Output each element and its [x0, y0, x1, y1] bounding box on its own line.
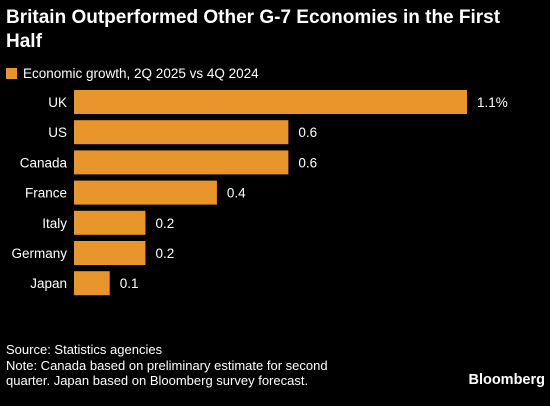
bar-chart: UK 1.1% US 0.6 Canada 0.6 France 0.4 Italy 0.2 Ger… [11, 90, 508, 296]
value-label: 0.6 [298, 155, 317, 170]
note-line-2: quarter. Japan based on Bloomberg survey… [6, 373, 309, 388]
source-note: Source: Statistics agencies [6, 342, 163, 357]
legend-label: Economic growth, 2Q 2025 vs 4Q 2024 [23, 65, 259, 81]
category-label: Italy [42, 216, 67, 231]
value-label: 0.4 [227, 186, 246, 201]
legend: Economic growth, 2Q 2025 vs 4Q 2024 [6, 65, 259, 81]
value-label: 0.1 [120, 276, 139, 291]
bar [74, 241, 146, 265]
bar [74, 120, 289, 145]
bar [74, 210, 146, 235]
bar [74, 271, 110, 296]
value-label: 0.6 [298, 125, 317, 140]
value-label: 0.2 [155, 246, 174, 261]
value-label: 0.2 [155, 216, 174, 231]
footnotes: Source: Statistics agencies Note: Canada… [6, 342, 426, 389]
chart-title: Britain Outperformed Other G-7 Economies… [6, 7, 501, 52]
value-label: 1.1% [477, 95, 508, 110]
category-label: Japan [30, 276, 67, 291]
bar [74, 150, 289, 175]
category-label: Germany [11, 246, 67, 261]
category-label: Canada [20, 155, 68, 170]
category-label: France [25, 186, 67, 201]
legend-swatch [6, 67, 17, 79]
category-label: UK [48, 95, 67, 110]
note-line-1: Note: Canada based on preliminary estima… [6, 357, 328, 373]
bar [74, 90, 467, 114]
bar [74, 180, 217, 205]
category-label: US [48, 125, 67, 140]
bloomberg-logo: Bloomberg [468, 372, 545, 388]
